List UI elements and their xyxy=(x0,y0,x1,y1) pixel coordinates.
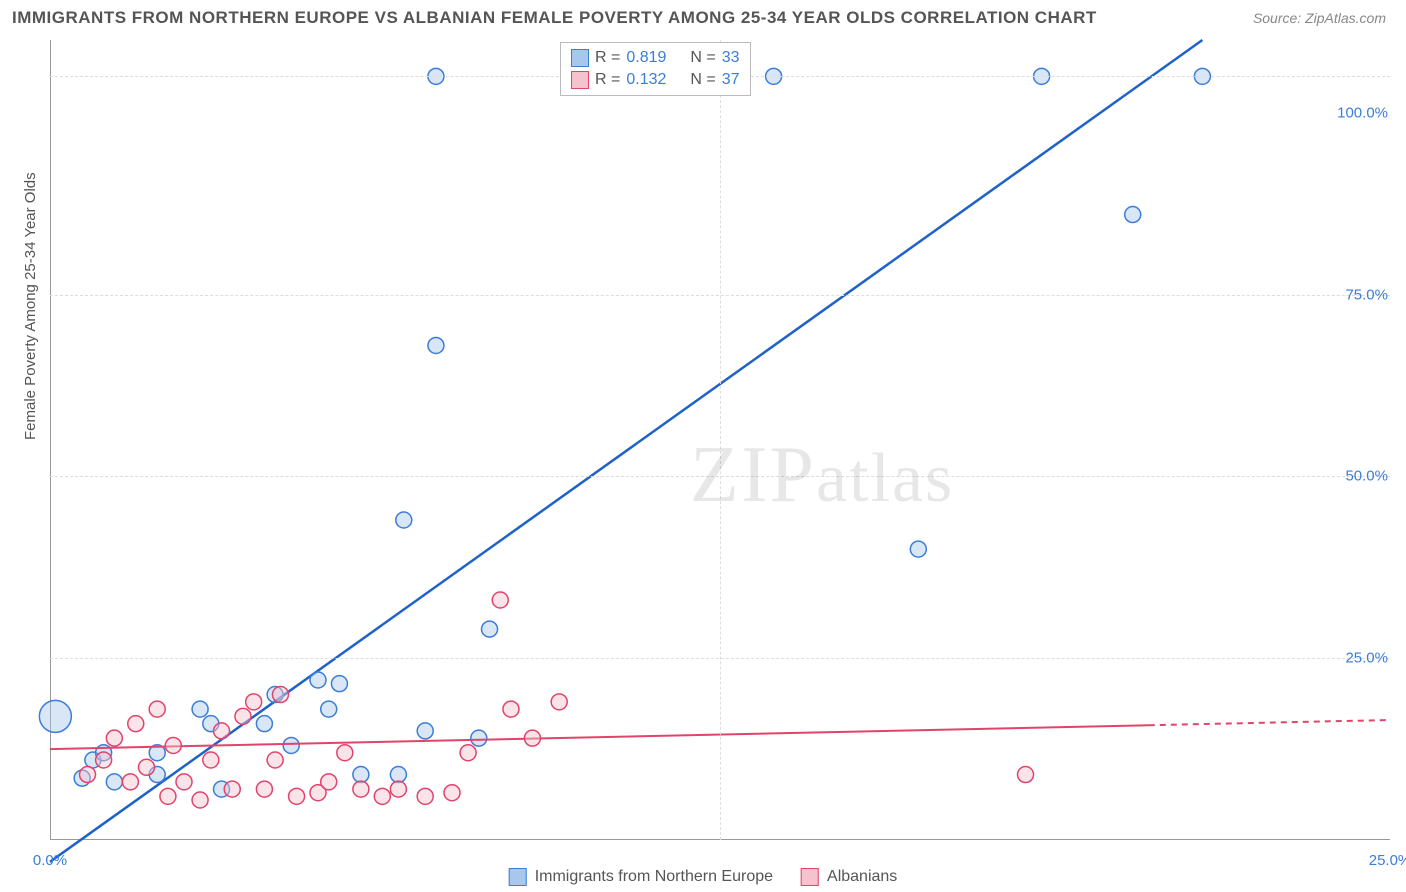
data-point-series-1 xyxy=(256,781,272,797)
data-point-series-0 xyxy=(471,730,487,746)
data-point-series-0 xyxy=(256,716,272,732)
data-point-series-1 xyxy=(122,774,138,790)
data-point-series-1 xyxy=(203,752,219,768)
y-axis-label: Female Poverty Among 25-34 Year Olds xyxy=(22,172,39,440)
data-point-series-1 xyxy=(214,723,230,739)
legend-item-1: Albanians xyxy=(801,868,897,886)
data-point-series-0 xyxy=(39,700,71,732)
data-point-series-0 xyxy=(910,541,926,557)
r-value-1: 0.132 xyxy=(626,71,666,89)
n-label: N = xyxy=(690,71,715,89)
data-point-series-1 xyxy=(267,752,283,768)
data-point-series-1 xyxy=(235,708,251,724)
y-tick-label: 75.0% xyxy=(1345,286,1388,303)
n-value-0: 33 xyxy=(722,49,740,67)
data-point-series-1 xyxy=(390,781,406,797)
data-point-series-1 xyxy=(524,730,540,746)
swatch-bottom-1 xyxy=(801,868,819,886)
chart-title: IMMIGRANTS FROM NORTHERN EUROPE VS ALBAN… xyxy=(12,8,1097,28)
data-point-series-1 xyxy=(128,716,144,732)
y-tick-label: 50.0% xyxy=(1345,468,1388,485)
data-point-series-0 xyxy=(310,672,326,688)
legend-item-0: Immigrants from Northern Europe xyxy=(509,868,773,886)
data-point-series-1 xyxy=(337,745,353,761)
x-tick-label: 0.0% xyxy=(33,852,67,869)
data-point-series-1 xyxy=(80,767,96,783)
data-point-series-1 xyxy=(96,752,112,768)
data-point-series-1 xyxy=(289,788,305,804)
data-point-series-1 xyxy=(353,781,369,797)
data-point-series-1 xyxy=(492,592,508,608)
data-point-series-1 xyxy=(149,701,165,717)
legend-row-series-0: R = 0.819 N = 33 xyxy=(571,47,740,69)
data-point-series-0 xyxy=(353,767,369,783)
data-point-series-1 xyxy=(160,788,176,804)
n-label: N = xyxy=(690,49,715,67)
r-value-0: 0.819 xyxy=(626,49,666,67)
source-attribution: Source: ZipAtlas.com xyxy=(1253,10,1386,26)
data-point-series-1 xyxy=(374,788,390,804)
data-point-series-0 xyxy=(396,512,412,528)
r-label: R = xyxy=(595,71,620,89)
data-point-series-1 xyxy=(106,730,122,746)
series-name-0: Immigrants from Northern Europe xyxy=(535,868,773,886)
swatch-bottom-0 xyxy=(509,868,527,886)
n-value-1: 37 xyxy=(722,71,740,89)
r-label: R = xyxy=(595,49,620,67)
data-point-series-1 xyxy=(460,745,476,761)
series-legend: Immigrants from Northern Europe Albanian… xyxy=(509,868,898,886)
data-point-series-1 xyxy=(192,792,208,808)
x-tick-label: 25.0% xyxy=(1369,852,1406,869)
swatch-series-1 xyxy=(571,71,589,89)
legend-row-series-1: R = 0.132 N = 37 xyxy=(571,69,740,91)
data-point-series-0 xyxy=(482,621,498,637)
data-point-series-1 xyxy=(321,774,337,790)
data-point-series-0 xyxy=(106,774,122,790)
y-tick-label: 25.0% xyxy=(1345,650,1388,667)
data-point-series-0 xyxy=(283,737,299,753)
data-point-series-1 xyxy=(1018,767,1034,783)
series-name-1: Albanians xyxy=(827,868,897,886)
data-point-series-0 xyxy=(321,701,337,717)
data-point-series-1 xyxy=(176,774,192,790)
data-point-series-1 xyxy=(138,759,154,775)
data-point-series-1 xyxy=(272,687,288,703)
data-point-series-1 xyxy=(551,694,567,710)
data-point-series-0 xyxy=(1125,207,1141,223)
data-point-series-1 xyxy=(444,785,460,801)
swatch-series-0 xyxy=(571,49,589,67)
data-point-series-0 xyxy=(331,676,347,692)
data-point-series-1 xyxy=(417,788,433,804)
data-point-series-1 xyxy=(165,737,181,753)
data-point-series-0 xyxy=(428,337,444,353)
data-point-series-0 xyxy=(192,701,208,717)
data-point-series-1 xyxy=(246,694,262,710)
data-point-series-0 xyxy=(390,767,406,783)
y-tick-label: 100.0% xyxy=(1337,104,1388,121)
data-point-series-1 xyxy=(224,781,240,797)
correlation-legend: R = 0.819 N = 33 R = 0.132 N = 37 xyxy=(560,42,751,96)
data-point-series-1 xyxy=(503,701,519,717)
data-point-series-0 xyxy=(417,723,433,739)
